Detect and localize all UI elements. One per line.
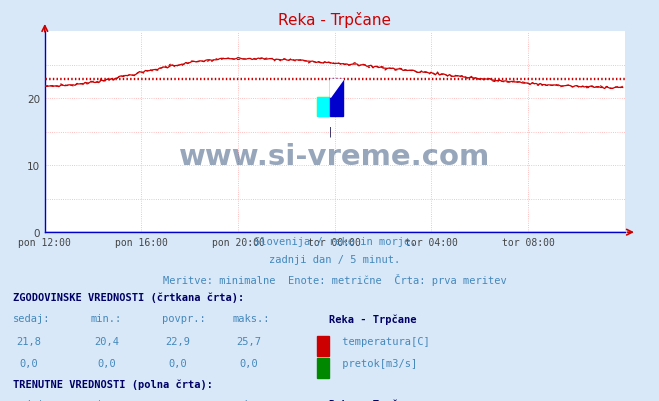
- Text: TRENUTNE VREDNOSTI (polna črta):: TRENUTNE VREDNOSTI (polna črta):: [13, 379, 213, 389]
- Text: Reka - Trpčane: Reka - Trpčane: [330, 399, 417, 401]
- Text: sedaj:: sedaj:: [13, 314, 51, 323]
- Text: maks.:: maks.:: [233, 399, 270, 401]
- Text: povpr.:: povpr.:: [161, 399, 206, 401]
- Bar: [316, 358, 330, 379]
- Text: min.:: min.:: [90, 314, 122, 323]
- Text: 25,7: 25,7: [237, 336, 261, 346]
- Text: ZGODOVINSKE VREDNOSTI (črtkana črta):: ZGODOVINSKE VREDNOSTI (črtkana črta):: [13, 292, 244, 303]
- Bar: [318, 98, 330, 116]
- Text: sedaj:: sedaj:: [13, 399, 51, 401]
- Bar: [316, 336, 330, 356]
- Text: |: |: [329, 126, 332, 137]
- Text: Meritve: minimalne  Enote: metrične  Črta: prva meritev: Meritve: minimalne Enote: metrične Črta:…: [163, 273, 507, 285]
- Text: Slovenija / reke in morje.: Slovenija / reke in morje.: [254, 237, 416, 247]
- Text: 21,8: 21,8: [16, 336, 42, 346]
- Text: povpr.:: povpr.:: [161, 314, 206, 323]
- Text: www.si-vreme.com: www.si-vreme.com: [179, 142, 490, 170]
- Bar: [330, 80, 343, 116]
- Text: Reka - Trpčane: Reka - Trpčane: [330, 314, 417, 324]
- Text: 0,0: 0,0: [20, 358, 39, 368]
- Text: 0,0: 0,0: [98, 358, 116, 368]
- Text: temperatura[C]: temperatura[C]: [336, 336, 430, 346]
- Text: maks.:: maks.:: [233, 314, 270, 323]
- Text: pretok[m3/s]: pretok[m3/s]: [336, 358, 417, 368]
- Text: 0,0: 0,0: [239, 358, 258, 368]
- Text: 20,4: 20,4: [94, 336, 119, 346]
- Bar: [318, 98, 330, 116]
- Title: Reka - Trpčane: Reka - Trpčane: [278, 12, 391, 28]
- Text: zadnji dan / 5 minut.: zadnji dan / 5 minut.: [269, 255, 401, 265]
- Text: 22,9: 22,9: [165, 336, 190, 346]
- Text: 0,0: 0,0: [168, 358, 187, 368]
- Text: min.:: min.:: [90, 399, 122, 401]
- Polygon shape: [330, 80, 343, 98]
